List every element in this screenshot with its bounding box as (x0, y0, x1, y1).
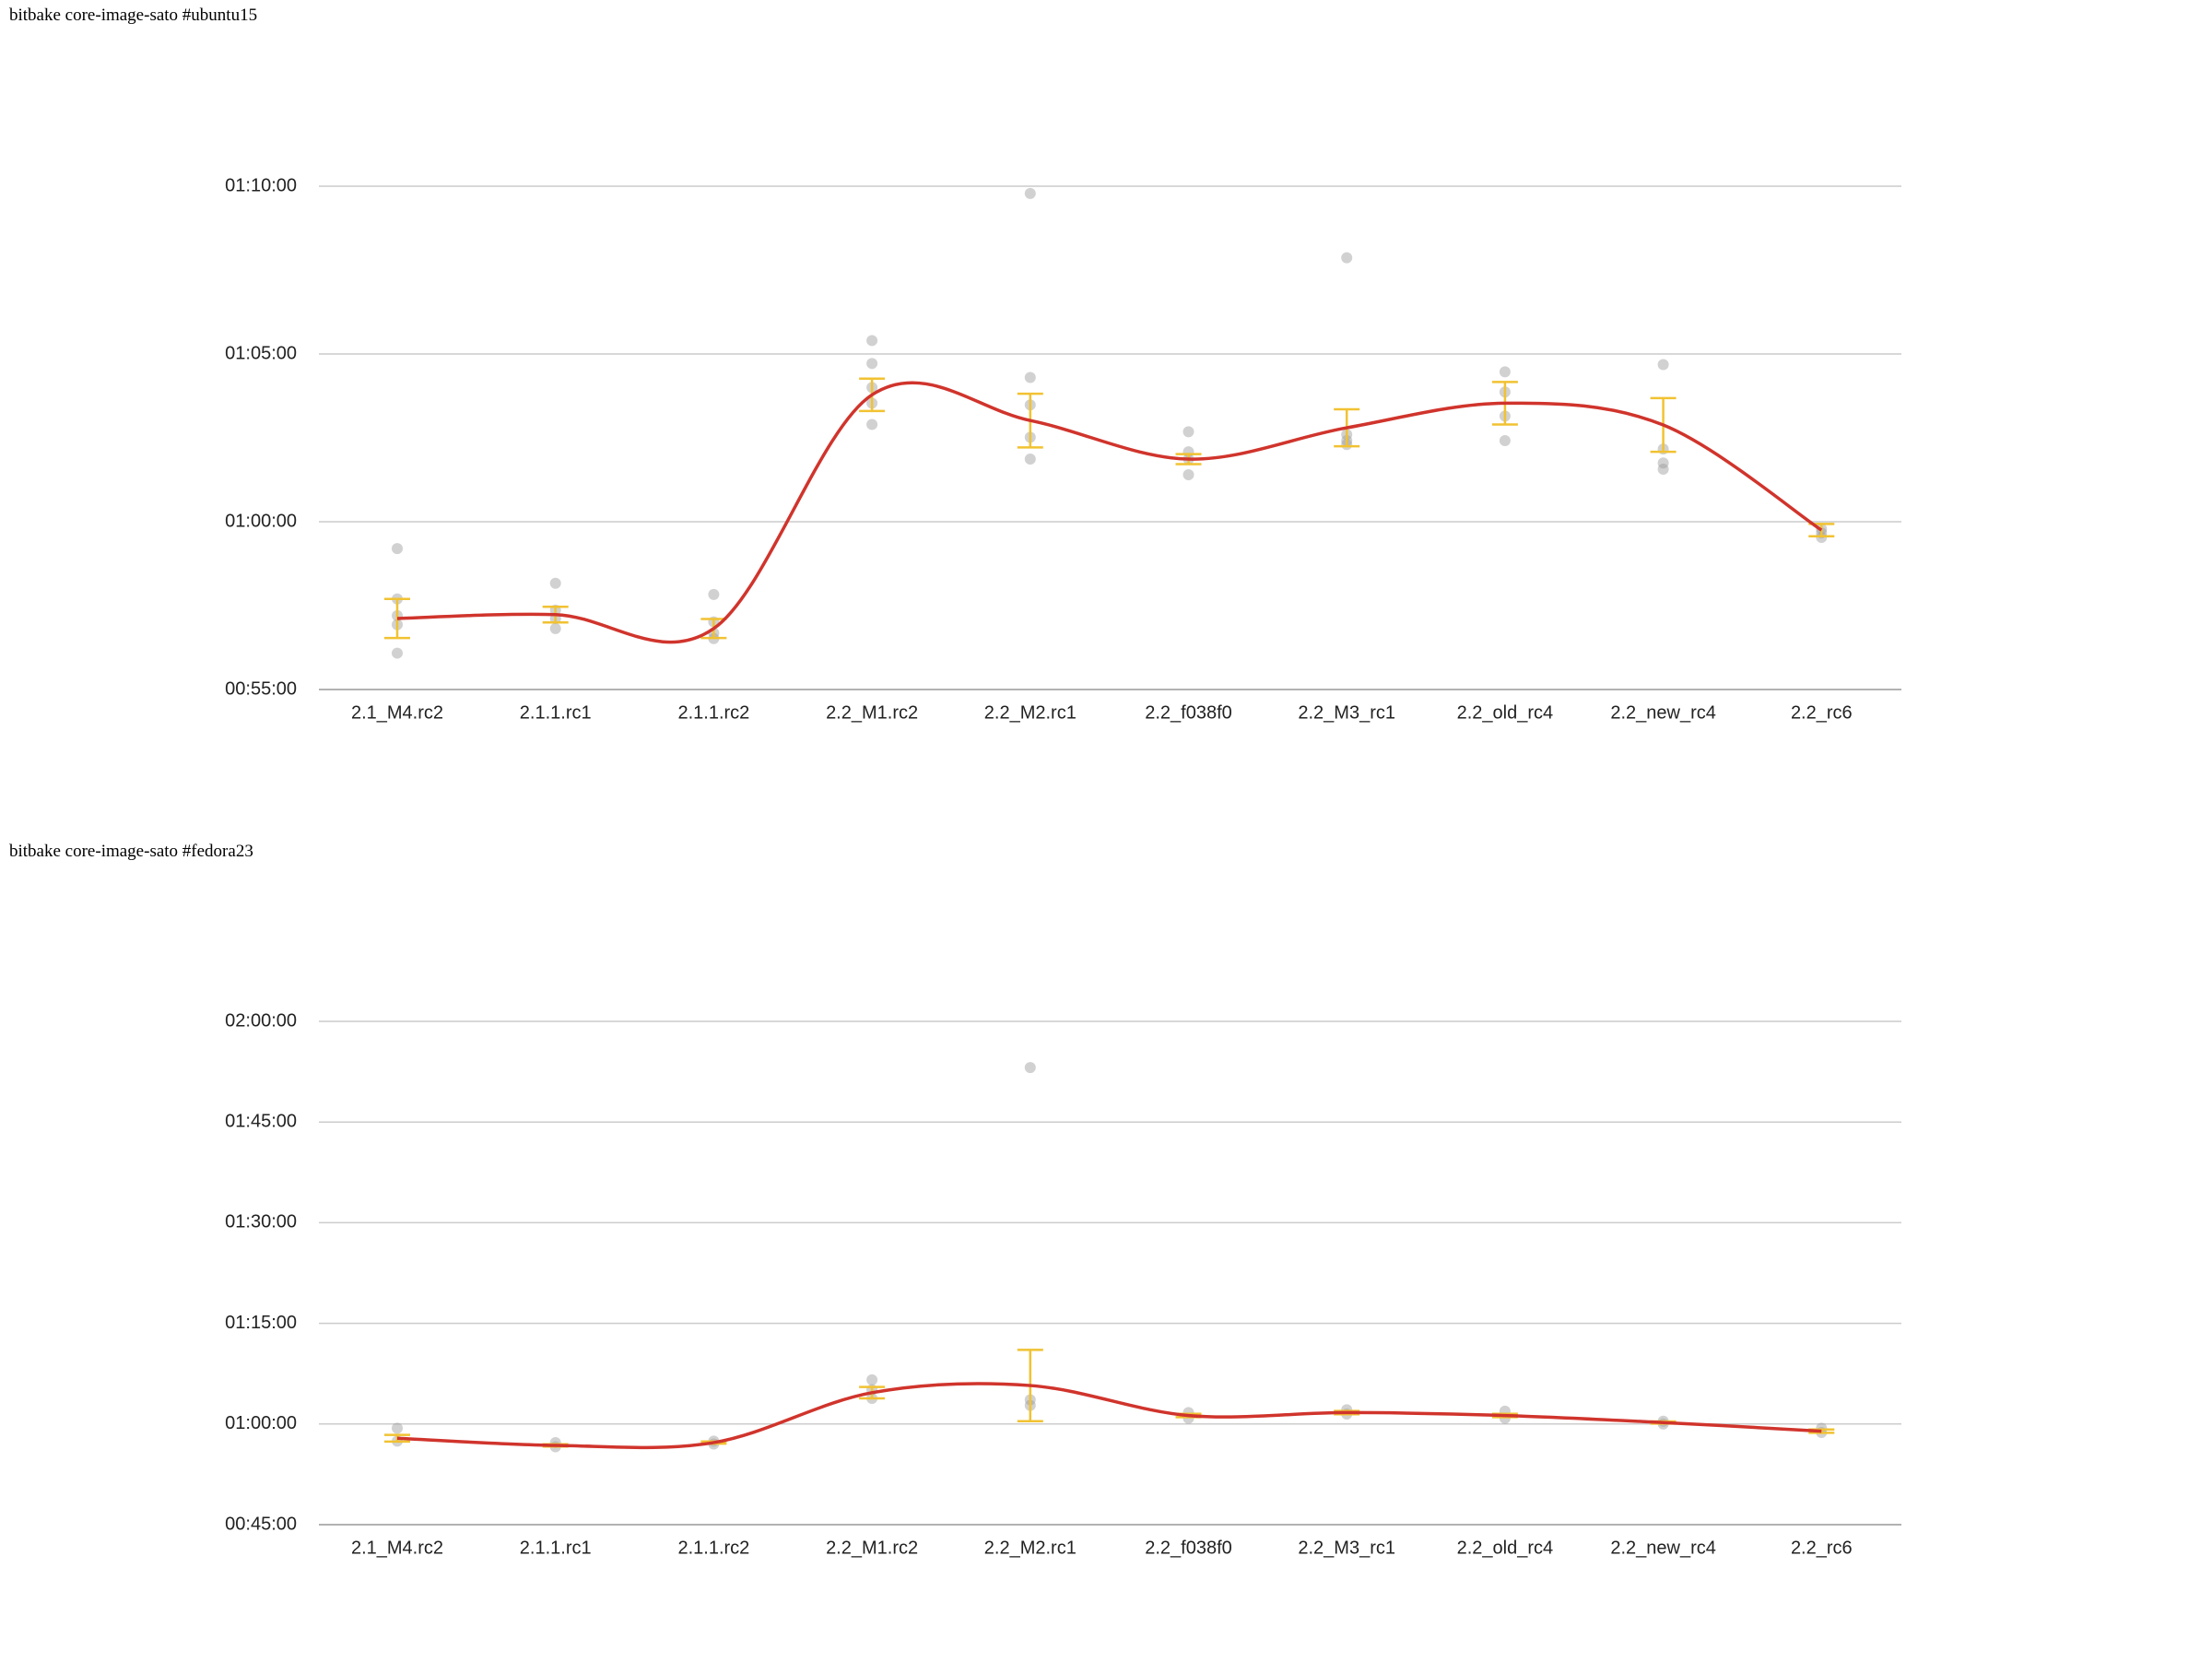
x-tick-label: 2.2_f038f0 (1145, 1538, 1232, 1558)
y-tick-label: 01:15:00 (225, 1313, 297, 1333)
sample-point (392, 543, 403, 555)
chart-title: bitbake core-image-sato #fedora23 (9, 842, 253, 861)
sample-point (866, 358, 878, 370)
x-tick-label: 2.2_old_rc4 (1457, 1538, 1554, 1558)
y-tick-label: 00:45:00 (225, 1514, 297, 1534)
x-tick-label: 2.2_M1.rc2 (826, 1538, 918, 1558)
sample-point (1024, 454, 1036, 466)
sample-point (866, 1373, 878, 1385)
sample-point (1182, 426, 1194, 438)
sample-point (1024, 187, 1036, 199)
sample-point (1657, 457, 1669, 469)
x-tick-label: 2.1.1.rc1 (520, 702, 592, 723)
y-tick-label: 02:00:00 (225, 1010, 297, 1031)
y-tick-label: 01:05:00 (225, 343, 297, 363)
sample-point (708, 588, 720, 600)
x-tick-label: 2.2_M2.rc1 (984, 1538, 1077, 1558)
y-tick-label: 01:30:00 (225, 1212, 297, 1232)
x-tick-label: 2.2_f038f0 (1145, 702, 1232, 723)
sample-point (866, 418, 878, 430)
x-tick-label: 2.2_M3_rc1 (1298, 702, 1395, 723)
x-tick-label: 2.2_old_rc4 (1457, 702, 1554, 723)
x-tick-label: 2.2_rc6 (1791, 1538, 1853, 1558)
x-tick-label: 2.1_M4.rc2 (351, 702, 443, 723)
y-tick-label: 00:55:00 (225, 678, 297, 699)
sample-point (1024, 1062, 1036, 1074)
sample-point (866, 335, 878, 347)
sample-point (392, 1422, 403, 1434)
x-tick-label: 2.2_M3_rc1 (1298, 1538, 1395, 1558)
x-tick-label: 2.1.1.rc2 (677, 1538, 749, 1558)
mean-line (396, 1382, 1822, 1450)
x-tick-label: 2.2_M2.rc1 (984, 702, 1077, 723)
sample-point (549, 622, 561, 634)
sample-point (1499, 435, 1511, 447)
sample-point (1341, 252, 1353, 264)
y-tick-label: 01:45:00 (225, 1111, 297, 1131)
x-tick-label: 2.2_new_rc4 (1610, 1538, 1716, 1558)
x-tick-label: 2.2_rc6 (1791, 702, 1853, 723)
x-tick-label: 2.1_M4.rc2 (351, 1538, 443, 1558)
y-tick-label: 01:00:00 (225, 1413, 297, 1433)
y-tick-label: 01:00:00 (225, 511, 297, 531)
sample-point (1657, 463, 1669, 475)
sample-point (1024, 371, 1036, 383)
sample-point (1657, 359, 1669, 371)
error-bar (384, 597, 410, 640)
x-tick-label: 2.1.1.rc2 (677, 702, 749, 723)
sample-point (1499, 366, 1511, 378)
sample-point (1182, 469, 1194, 481)
x-tick-label: 2.1.1.rc1 (520, 1538, 592, 1558)
x-tick-label: 2.2_M1.rc2 (826, 702, 918, 723)
sample-point (549, 577, 561, 589)
y-tick-label: 01:10:00 (225, 175, 297, 195)
sample-point (392, 647, 403, 659)
mean-line (396, 381, 1823, 644)
x-tick-label: 2.2_new_rc4 (1610, 702, 1716, 723)
chart-title: bitbake core-image-sato #ubuntu15 (9, 6, 257, 25)
